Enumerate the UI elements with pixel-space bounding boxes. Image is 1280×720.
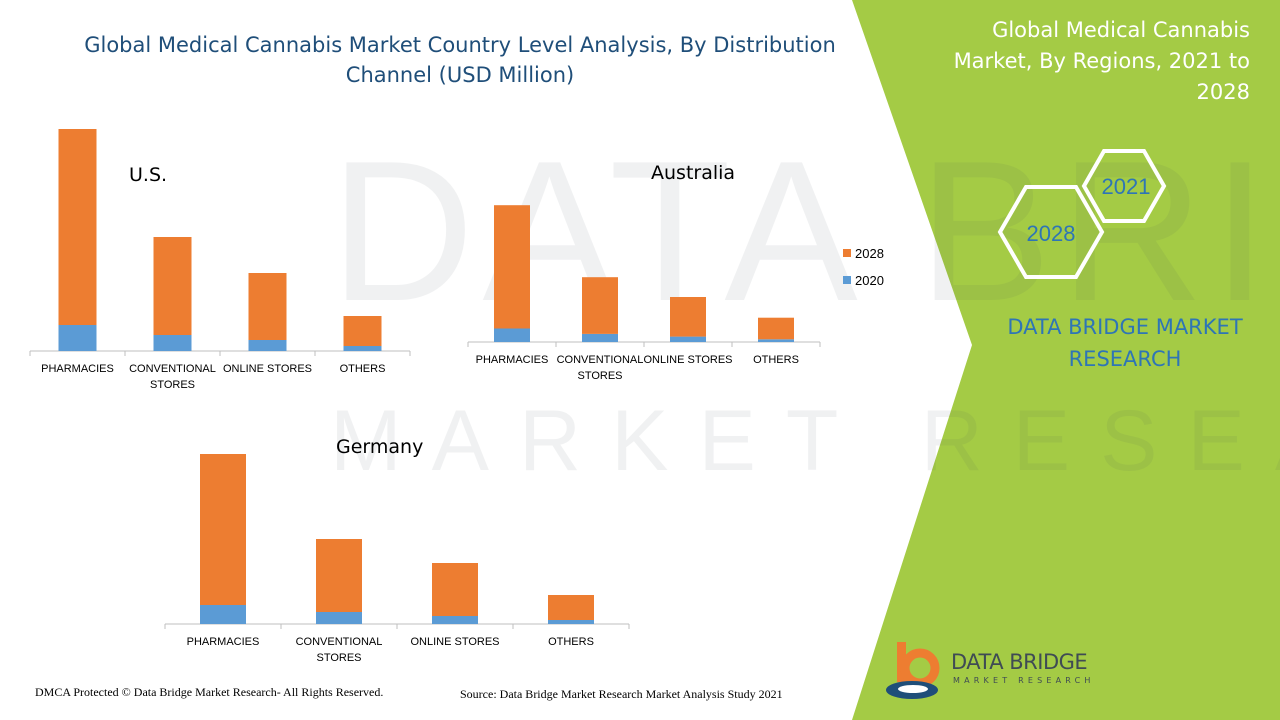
bar-us-others-2020 xyxy=(343,346,382,351)
chart-title-germany: Germany xyxy=(336,436,424,458)
regions-title: Global Medical Cannabis Market, By Regio… xyxy=(935,15,1250,108)
bar-australia-others-2020 xyxy=(758,339,794,342)
regions-title-line3: 2028 xyxy=(1196,80,1250,104)
brand-name-line2: RESEARCH xyxy=(1068,347,1182,371)
chart-australia-category-label: ONLINE STORES xyxy=(643,354,732,366)
bar-us-others-2028 xyxy=(343,316,382,346)
chart-us-category-label: STORES xyxy=(150,379,195,391)
regions-title-line2: Market, By Regions, 2021 to xyxy=(953,49,1250,73)
chart-australia-category-label: OTHERS xyxy=(753,354,799,366)
bar-australia-online-stores-2028 xyxy=(670,297,706,337)
chart-germany-category-label: PHARMACIES xyxy=(187,636,260,648)
bar-us-pharmacies-2020 xyxy=(58,325,97,351)
bar-us-pharmacies-2028 xyxy=(58,129,97,325)
data-bridge-logo-icon xyxy=(886,642,940,699)
chart-australia-category-label: PHARMACIES xyxy=(476,354,549,366)
bar-germany-online-stores-2020 xyxy=(432,616,478,624)
brand-name-line1: DATA BRIDGE MARKET xyxy=(1007,315,1243,339)
bar-australia-online-stores-2020 xyxy=(670,336,706,342)
chart-us-category-label: PHARMACIES xyxy=(41,363,114,375)
hexagon-upper-label: 2021 xyxy=(1102,174,1151,199)
bar-us-online-stores-2020 xyxy=(248,340,287,351)
chart-germany-category-label: ONLINE STORES xyxy=(410,636,499,648)
green-panel xyxy=(852,0,1280,720)
bar-germany-pharmacies-2028 xyxy=(200,454,246,605)
legend-label-2028: 2028 xyxy=(855,246,884,261)
hexagon-upper: 2021 xyxy=(1081,149,1167,223)
chart-germany-category-label: OTHERS xyxy=(548,636,594,648)
bar-us-online-stores-2028 xyxy=(248,273,287,340)
chart-australia-category-label: CONVENTIONAL xyxy=(557,354,644,366)
bar-australia-conventional-stores-2028 xyxy=(582,277,618,334)
bar-us-conventional-stores-2028 xyxy=(153,237,192,335)
hexagon-lower: 2028 xyxy=(997,185,1105,279)
watermark-line2: MARKET RESEARCH xyxy=(330,393,1280,489)
brand-name: DATA BRIDGE MARKET RESEARCH xyxy=(990,311,1260,375)
chart-australia-category-label: STORES xyxy=(577,370,622,382)
hexagon-lower-label: 2028 xyxy=(1027,221,1076,246)
legend-swatch-2028 xyxy=(843,249,851,257)
chart-us-category-label: CONVENTIONAL xyxy=(129,363,216,375)
chart-germany-category-label: STORES xyxy=(316,652,361,664)
chart-title-australia: Australia xyxy=(651,162,736,184)
bar-australia-pharmacies-2020 xyxy=(494,328,530,342)
bar-germany-conventional-stores-2020 xyxy=(316,612,362,624)
page-title-line2: Channel (USD Million) xyxy=(345,63,575,87)
bar-us-conventional-stores-2020 xyxy=(153,335,192,351)
bar-australia-others-2028 xyxy=(758,317,794,340)
chart-germany-category-label: CONVENTIONAL xyxy=(296,636,383,648)
legend-swatch-2020 xyxy=(843,276,851,284)
logo-name: DATA BRIDGE xyxy=(951,650,1088,674)
footer-source: Source: Data Bridge Market Research Mark… xyxy=(460,687,783,701)
watermark-line1: DATA BRIDGE xyxy=(330,120,1280,343)
page-title: Global Medical Cannabis Market Country L… xyxy=(40,30,880,90)
bar-germany-conventional-stores-2028 xyxy=(316,539,362,612)
logo-subtitle: MARKET RESEARCH xyxy=(953,676,1095,685)
bar-germany-pharmacies-2020 xyxy=(200,605,246,624)
chart-title-us: U.S. xyxy=(129,164,168,186)
bar-australia-pharmacies-2028 xyxy=(494,205,530,329)
bar-germany-others-2020 xyxy=(548,620,594,624)
bar-germany-others-2028 xyxy=(548,595,594,620)
watermark: DATA BRIDGE MARKET RESEARCH xyxy=(330,120,1280,489)
legend-label-2020: 2020 xyxy=(855,273,884,288)
chart-us-category-label: ONLINE STORES xyxy=(223,363,312,375)
regions-title-line1: Global Medical Cannabis xyxy=(992,18,1250,42)
chart-us-category-label: OTHERS xyxy=(340,363,386,375)
bar-australia-conventional-stores-2020 xyxy=(582,333,618,342)
page-title-line1: Global Medical Cannabis Market Country L… xyxy=(84,33,836,57)
footer-copyright: DMCA Protected © Data Bridge Market Rese… xyxy=(35,685,384,699)
bar-germany-online-stores-2028 xyxy=(432,563,478,616)
